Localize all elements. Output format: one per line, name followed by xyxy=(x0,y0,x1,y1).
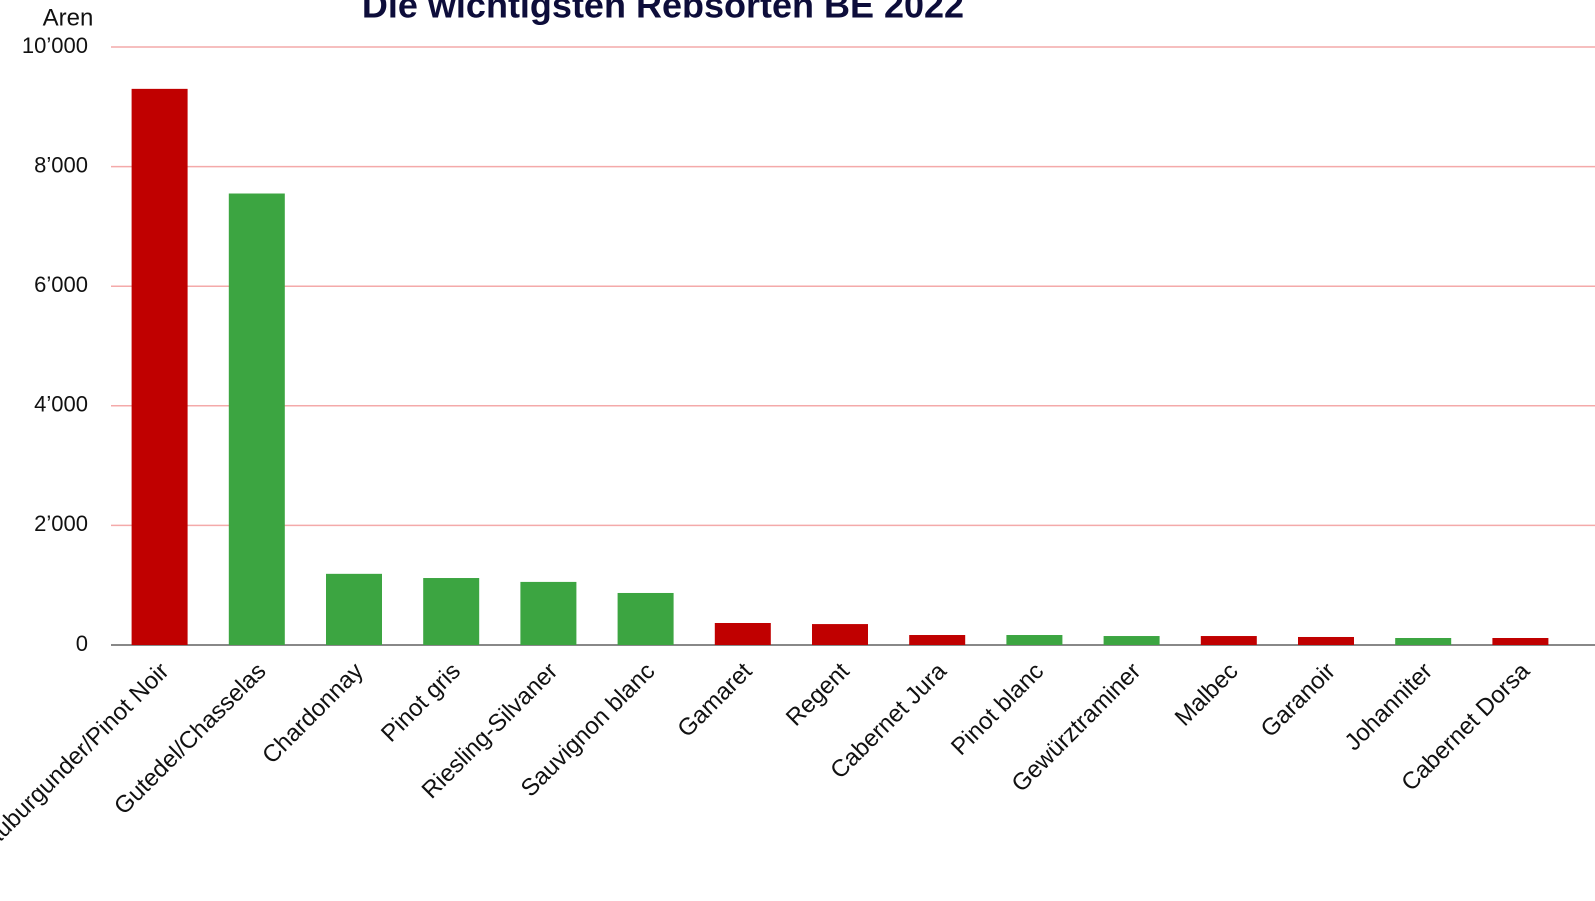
bar xyxy=(909,635,966,645)
x-tick-label: Malbec xyxy=(1170,658,1244,732)
x-tick-label: Garanoir xyxy=(1256,658,1341,743)
chart-title: Die wichtigsten Rebsorten BE 2022 xyxy=(362,0,964,26)
x-tick-label: Gamaret xyxy=(672,657,757,742)
bar xyxy=(1492,638,1549,645)
bar xyxy=(1103,636,1160,645)
bar xyxy=(131,88,188,646)
bar xyxy=(1200,636,1257,645)
y-tick-label: 4’000 xyxy=(34,392,88,417)
bar xyxy=(520,581,577,645)
x-tick-label: Pinot blanc xyxy=(946,658,1049,761)
x-tick-label: Chardonnay xyxy=(257,658,369,770)
bar xyxy=(1006,635,1063,645)
x-tick-label: Johanniter xyxy=(1340,658,1438,756)
y-tick-label: 2’000 xyxy=(34,511,88,536)
bar xyxy=(617,592,674,645)
y-tick-label: 10’000 xyxy=(22,33,88,58)
bar xyxy=(1395,638,1452,645)
y-tick-label: 6’000 xyxy=(34,272,88,297)
bar xyxy=(812,624,868,645)
bar xyxy=(326,573,382,645)
y-axis-label: Aren xyxy=(43,4,94,31)
y-tick-label: 0 xyxy=(76,631,88,656)
bar xyxy=(228,193,285,645)
bar xyxy=(423,578,480,645)
x-tick-label: Pinot gris xyxy=(376,658,466,748)
x-tick-label: Regent xyxy=(781,657,855,731)
bar xyxy=(1298,636,1354,645)
bar xyxy=(714,622,771,645)
y-tick-label: 8’000 xyxy=(34,152,88,177)
